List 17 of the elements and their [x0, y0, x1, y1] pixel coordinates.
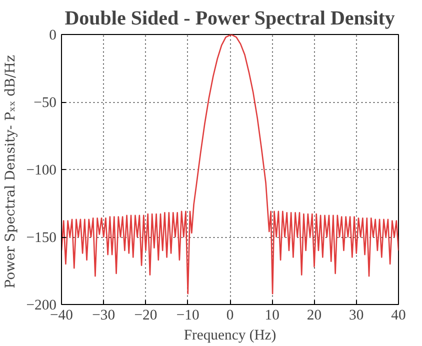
- line-series: [62, 34, 398, 294]
- x-tick-label: −10: [176, 308, 200, 324]
- y-axis-title: Power Spectral Density- Pₓₓ dB/Hz: [3, 54, 18, 288]
- y-tick-label: 0: [49, 28, 56, 44]
- x-tick-label: −30: [92, 308, 116, 324]
- x-axis-title: Frequency (Hz): [184, 328, 276, 344]
- x-tick-label: −20: [134, 308, 158, 324]
- x-tick-label: 20: [306, 308, 322, 324]
- chart-title: Double Sided - Power Spectral Density: [64, 8, 395, 30]
- y-tick-label: −150: [26, 230, 56, 246]
- y-tick-label: −50: [34, 95, 56, 111]
- x-tick-label: 30: [349, 308, 364, 324]
- y-tick-label: −100: [26, 162, 56, 178]
- y-tick-label: −200: [26, 298, 56, 314]
- x-tick-label: 40: [391, 308, 406, 324]
- x-tick-label: 10: [264, 308, 280, 324]
- x-tick-label: 0: [226, 308, 234, 324]
